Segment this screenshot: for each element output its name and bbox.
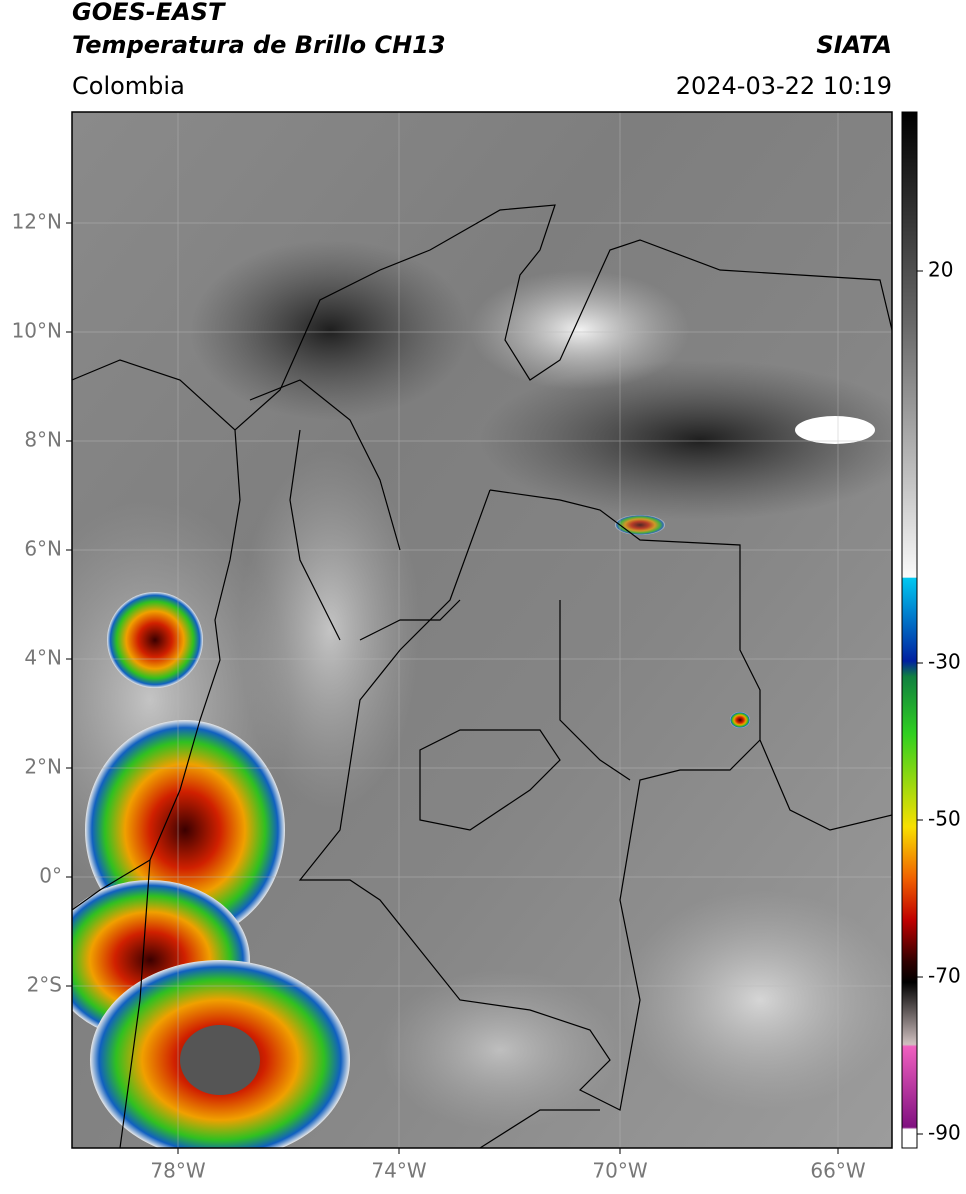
- map-frame: [71, 111, 893, 1149]
- colorbar-label: -90: [928, 1121, 961, 1145]
- lat-label: 6°N: [24, 537, 62, 561]
- region: Colombia: [72, 72, 185, 100]
- lat-label: 10°N: [12, 319, 62, 343]
- lat-label: 4°N: [24, 646, 62, 670]
- colorbar-label: -70: [928, 964, 961, 988]
- colorbar-label: 20: [928, 258, 953, 282]
- lat-label: 2°N: [24, 755, 62, 779]
- lat-label: 0°: [39, 864, 62, 888]
- satellite-image: [72, 112, 892, 1148]
- lat-label: 8°N: [24, 428, 62, 452]
- colorbar-label: -30: [928, 650, 961, 674]
- colorbar: [901, 111, 918, 1149]
- product: Temperatura de Brillo CH13: [72, 31, 446, 59]
- satellite: GOES-EAST: [72, 0, 226, 26]
- lon-label: 70°W: [592, 1159, 647, 1183]
- source: SIATA: [816, 31, 892, 59]
- colorbar-label: -50: [928, 807, 961, 831]
- lat-label: 2°S: [27, 973, 62, 997]
- lat-label: 12°N: [12, 210, 62, 234]
- lon-label: 66°W: [810, 1159, 865, 1183]
- lon-label: 78°W: [150, 1159, 205, 1183]
- datetime: 2024-03-22 10:19: [676, 72, 892, 100]
- lon-label: 74°W: [371, 1159, 426, 1183]
